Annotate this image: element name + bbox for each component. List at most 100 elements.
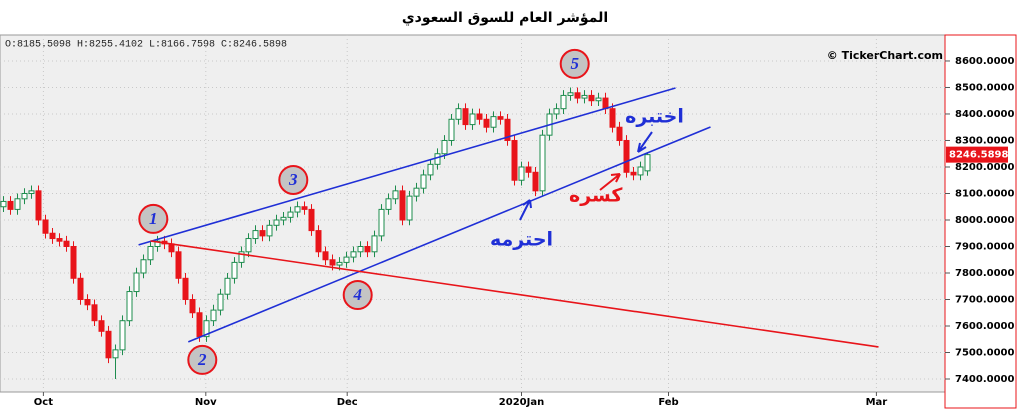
ohlc-info: O:8185.5098 H:8255.4102 L:8166.7598 C:82… xyxy=(5,40,287,51)
candle-body xyxy=(476,113,483,120)
trend-line xyxy=(187,126,711,343)
wave-label: 2 xyxy=(197,350,207,369)
x-tick-label: Nov xyxy=(195,397,217,408)
candle-body xyxy=(217,293,224,311)
watermark: © TickerChart.com xyxy=(827,49,943,62)
candle-body xyxy=(455,108,462,120)
candle-body xyxy=(252,230,259,240)
candle-body xyxy=(35,190,42,221)
trend-line xyxy=(150,240,879,348)
candle-body xyxy=(147,245,154,261)
arrow xyxy=(637,131,653,153)
candle-body xyxy=(574,92,581,99)
candle-body xyxy=(112,349,119,359)
candle-body xyxy=(140,259,147,274)
candle-body xyxy=(126,291,133,322)
y-tick-label: 7600.0000 xyxy=(955,321,1015,332)
candle-body xyxy=(315,230,322,253)
x-tick-label: Oct xyxy=(34,397,53,408)
candle-body xyxy=(560,94,567,110)
candle-body xyxy=(294,206,301,213)
candle-body xyxy=(182,277,189,301)
trend-line xyxy=(138,87,676,246)
arrow xyxy=(519,199,532,221)
candle-body xyxy=(343,256,350,263)
wave-label: 5 xyxy=(570,54,579,73)
candle-body xyxy=(42,219,49,234)
candle-body xyxy=(98,320,105,332)
wave-marker xyxy=(559,48,590,79)
last-price-box xyxy=(946,146,1008,163)
candle-body xyxy=(588,94,595,102)
candle-body xyxy=(595,97,602,102)
wave-marker xyxy=(342,279,373,310)
candle-body xyxy=(280,216,287,221)
candle-body xyxy=(357,245,364,253)
candle-body xyxy=(336,261,343,266)
y-tick-label: 8200.0000 xyxy=(955,162,1015,173)
x-tick-label: Mar xyxy=(866,397,888,408)
candle-body xyxy=(602,97,609,110)
plot: 1 2 3 4 5 xyxy=(0,35,945,392)
y-axis-area xyxy=(944,34,1017,409)
wave-marker xyxy=(138,203,169,234)
candle-body xyxy=(406,195,413,221)
candle-body xyxy=(14,198,21,210)
candle-body xyxy=(427,163,434,176)
candle-body xyxy=(245,238,252,253)
candle-body xyxy=(329,259,336,266)
candle-body xyxy=(84,299,91,306)
wave-label: 3 xyxy=(288,170,298,189)
y-tick-label: 7800.0000 xyxy=(955,268,1015,279)
candle-body xyxy=(322,251,329,261)
candle-body xyxy=(273,219,280,226)
candle-body xyxy=(392,190,399,200)
candle-body xyxy=(518,166,525,181)
candle-body xyxy=(371,235,378,253)
candle-body xyxy=(189,299,196,314)
candle-body xyxy=(532,171,539,192)
candle-body xyxy=(77,277,84,301)
candle-body xyxy=(644,154,651,172)
candle-body xyxy=(133,272,140,293)
candle-body xyxy=(497,116,504,120)
y-tick-label: 8500.0000 xyxy=(955,82,1015,93)
y-tick-label: 7400.0000 xyxy=(955,374,1015,385)
candle-body xyxy=(91,304,98,322)
candle-body xyxy=(581,94,588,99)
candle-body xyxy=(105,330,112,359)
candle-body xyxy=(511,139,518,181)
candle-body xyxy=(56,238,63,242)
annotation: اختبره xyxy=(625,105,684,127)
y-tick-label: 8400.0000 xyxy=(955,109,1015,120)
wave-marker xyxy=(187,344,218,375)
candle-body xyxy=(469,113,476,126)
candle-body xyxy=(21,192,28,200)
annotation: احترمه xyxy=(490,228,553,250)
candle-body xyxy=(553,108,560,115)
candle-body xyxy=(525,166,532,173)
candle-body xyxy=(637,166,644,176)
candle-body xyxy=(448,118,455,141)
candle-body xyxy=(287,211,294,218)
x-tick-label: Feb xyxy=(658,397,678,408)
candle-body xyxy=(28,190,35,194)
candle-body xyxy=(385,198,392,210)
candle-body xyxy=(266,224,273,237)
y-tick-label: 8600.0000 xyxy=(955,56,1015,67)
candle-body xyxy=(224,277,231,295)
candle-body xyxy=(175,251,182,279)
wave-label: 4 xyxy=(352,285,362,304)
candle-body xyxy=(399,190,406,221)
candle-body xyxy=(196,312,203,338)
x-tick-label: 2020Jan xyxy=(499,397,544,408)
candle-body xyxy=(70,245,77,279)
y-tick-label: 8100.0000 xyxy=(955,188,1015,199)
last-price-label: 8246.5898 xyxy=(949,150,1009,161)
candle-body xyxy=(7,200,14,210)
candle-body xyxy=(0,200,7,208)
candle-body xyxy=(259,230,266,237)
candle-body xyxy=(616,126,623,141)
candle-body xyxy=(609,108,616,128)
candle-body xyxy=(420,174,427,189)
